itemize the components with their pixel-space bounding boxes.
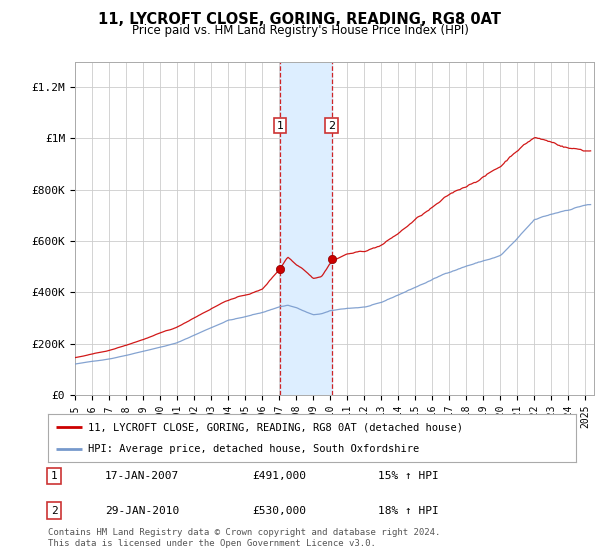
Text: 1: 1 <box>277 120 283 130</box>
Text: 11, LYCROFT CLOSE, GORING, READING, RG8 0AT (detached house): 11, LYCROFT CLOSE, GORING, READING, RG8 … <box>88 422 463 432</box>
Text: 2: 2 <box>50 506 58 516</box>
Text: 17-JAN-2007: 17-JAN-2007 <box>105 471 179 481</box>
Text: £491,000: £491,000 <box>252 471 306 481</box>
Text: 11, LYCROFT CLOSE, GORING, READING, RG8 0AT: 11, LYCROFT CLOSE, GORING, READING, RG8 … <box>98 12 502 27</box>
Text: 2: 2 <box>328 120 335 130</box>
Text: £530,000: £530,000 <box>252 506 306 516</box>
Text: 18% ↑ HPI: 18% ↑ HPI <box>378 506 439 516</box>
Bar <box>280 62 332 395</box>
Text: 1: 1 <box>50 471 58 481</box>
Text: 15% ↑ HPI: 15% ↑ HPI <box>378 471 439 481</box>
Text: Price paid vs. HM Land Registry's House Price Index (HPI): Price paid vs. HM Land Registry's House … <box>131 24 469 37</box>
Text: HPI: Average price, detached house, South Oxfordshire: HPI: Average price, detached house, Sout… <box>88 444 419 454</box>
Text: 29-JAN-2010: 29-JAN-2010 <box>105 506 179 516</box>
Text: Contains HM Land Registry data © Crown copyright and database right 2024.
This d: Contains HM Land Registry data © Crown c… <box>48 528 440 548</box>
